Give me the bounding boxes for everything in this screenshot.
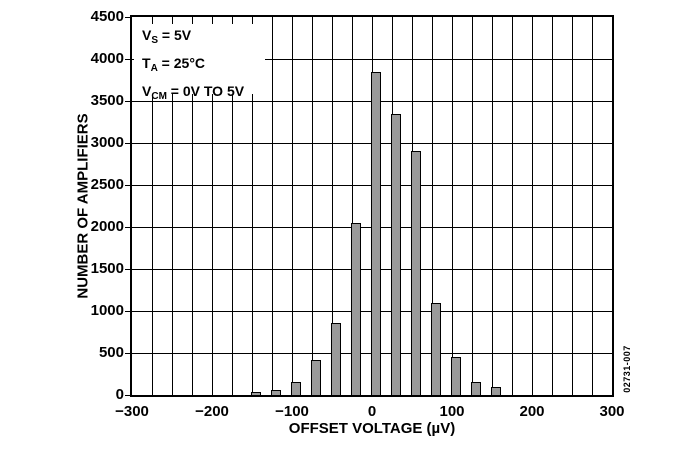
histogram-bar <box>371 71 381 395</box>
histogram-bar <box>291 382 301 395</box>
v-gridline <box>271 17 273 395</box>
y-tick-label: 2500 <box>90 176 124 193</box>
v-gridline <box>191 17 193 395</box>
v-gridline <box>511 17 513 395</box>
v-gridline <box>551 17 553 395</box>
annotation-line: VS = 5V <box>134 24 265 52</box>
annotation-text: V <box>142 83 152 99</box>
figure-number-watermark: 02731-007 <box>622 345 632 393</box>
v-gridline <box>351 17 353 395</box>
histogram-bar <box>251 392 261 395</box>
v-gridline <box>251 17 253 395</box>
y-tick-label: 500 <box>98 344 124 361</box>
v-gridline <box>311 17 313 395</box>
x-tick-label: 300 <box>599 403 625 420</box>
v-gridline <box>451 17 453 395</box>
histogram-bar <box>351 222 361 395</box>
v-gridline <box>331 17 333 395</box>
y-tick-label: 0 <box>115 386 124 403</box>
x-tick-label: 100 <box>439 403 465 420</box>
v-gridline <box>491 17 493 395</box>
histogram-bar <box>331 322 341 395</box>
x-tick-label: −200 <box>195 403 229 420</box>
annotation-subscript: A <box>150 63 158 74</box>
histogram-bar <box>451 357 461 395</box>
v-gridline <box>431 17 433 395</box>
y-tick-label: 1500 <box>90 260 124 277</box>
v-gridline <box>571 17 573 395</box>
annotation-text: V <box>142 27 152 43</box>
y-tick-mark <box>125 352 132 354</box>
x-axis-title: OFFSET VOLTAGE (µV) <box>288 420 456 437</box>
v-gridline <box>471 17 473 395</box>
v-gridline <box>211 17 213 395</box>
v-gridline <box>531 17 533 395</box>
y-tick-label: 3000 <box>90 134 124 151</box>
v-gridline <box>591 17 593 395</box>
histogram-bar <box>271 389 281 395</box>
x-tick-label: 0 <box>367 403 377 420</box>
y-tick-mark <box>125 394 132 396</box>
y-tick-label: 2000 <box>90 218 124 235</box>
histogram-bar <box>431 302 441 395</box>
x-tick-label: −300 <box>115 403 149 420</box>
y-tick-mark <box>125 310 132 312</box>
y-tick-mark <box>125 226 132 228</box>
y-tick-mark <box>125 16 132 18</box>
histogram-bar <box>471 382 481 395</box>
annotation-subscript: CM <box>151 91 167 102</box>
y-tick-label: 4000 <box>90 50 124 67</box>
y-tick-mark <box>125 184 132 186</box>
histogram-bar <box>391 113 401 395</box>
y-tick-mark <box>125 142 132 144</box>
annotation-text: T <box>142 55 151 71</box>
y-tick-mark <box>125 268 132 270</box>
v-gridline <box>151 17 153 395</box>
annotation-line: TA = 25°C <box>134 52 265 80</box>
plot-frame <box>130 15 614 397</box>
v-gridline <box>171 17 173 395</box>
annotation-line: VCM = 0V TO 5V <box>134 80 265 108</box>
histogram-bar <box>411 151 421 395</box>
y-tick-label: 3500 <box>90 92 124 109</box>
annotation-subscript: S <box>151 35 159 46</box>
x-tick-label: −100 <box>275 403 309 420</box>
histogram-bar <box>311 359 321 395</box>
v-gridline <box>291 17 293 395</box>
annotation-text: = 5V <box>158 27 192 43</box>
y-axis-title: NUMBER OF AMPLIFIERS <box>74 113 92 299</box>
y-tick-label: 4500 <box>90 8 124 25</box>
h-gridline <box>132 58 612 60</box>
y-tick-mark <box>125 100 132 102</box>
annotation-text: = 0V TO 5V <box>166 83 245 99</box>
annotation-text: = 25°C <box>157 55 206 71</box>
y-tick-label: 1000 <box>90 302 124 319</box>
histogram-bar <box>491 387 501 395</box>
x-tick-label: 200 <box>519 403 545 420</box>
y-tick-mark <box>125 58 132 60</box>
v-gridline <box>231 17 233 395</box>
annotation-box: VS = 5V TA = 25°C VCM = 0V TO 5V <box>134 24 265 102</box>
